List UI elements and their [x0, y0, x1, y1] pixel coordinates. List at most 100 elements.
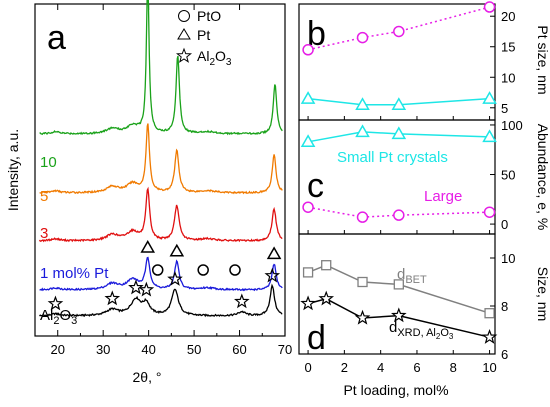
panel-d-marker [390, 307, 407, 323]
panel-c-ylabel: Abundance, e, % [535, 124, 550, 231]
panel-a-xtick-label: 60 [232, 342, 246, 357]
panel-a-series-label-sub2: 3 [71, 315, 77, 327]
panel-d: d Pt loading, mol% Size, nm d BET dXRD, A… [298, 233, 550, 398]
panel-a-xlabel: 2θ, ° [133, 369, 162, 385]
panel-a-star-marker [47, 295, 64, 311]
panel-b-ytick-label: 15 [501, 40, 515, 55]
panel-b-marker [300, 91, 316, 104]
panel-a-star-marker [264, 267, 281, 283]
panel-a-triangle-marker [266, 246, 282, 260]
panel-d-xtick-label: 0 [304, 360, 311, 375]
panel-d-dxrd-d: d [389, 319, 397, 336]
panel-c-large-label: Large [424, 188, 462, 205]
panel-d-xtick-label: 6 [413, 360, 420, 375]
legend-al2o3-label-part1: Al [197, 48, 209, 64]
panel-d-dxrd-subsub: 2 [436, 332, 441, 341]
legend-al2o3-label: Al2O3 [197, 48, 232, 68]
panel-d-ytick-label: 10 [501, 251, 515, 266]
panel-a: a 2θ, ° Intensity, a.u. 20 30 40 50 60 70 Al2… [5, 0, 292, 385]
panel-b-marker [302, 44, 314, 56]
panel-d-letter: d [307, 319, 326, 357]
panel-a-legend: PtO Pt Al2O3 [175, 8, 232, 68]
legend-circle-marker [178, 10, 190, 22]
panel-b-marker [391, 97, 407, 110]
panel-b-marker [483, 1, 496, 13]
panel-a-circle-marker [197, 264, 209, 276]
panel-d-xtick-label: 10 [482, 360, 496, 375]
panel-d-marker [321, 260, 332, 271]
panel-d-xtick-label: 4 [377, 360, 384, 375]
panel-a-frame [34, 3, 286, 337]
legend-al2o3-label-part2: O [215, 48, 226, 64]
panel-d-ytick-label: 8 [501, 299, 508, 314]
panel-b-marker [356, 31, 369, 44]
panel-a-series-label-sub1: 2 [53, 315, 59, 327]
panel-d-ylabel: Size, nm [535, 267, 550, 321]
panel-d-xtick-label: 8 [450, 360, 457, 375]
panel-a-series-line [39, 283, 283, 318]
panel-a-xtick-label: 40 [141, 342, 155, 357]
panel-d-ytick-label: 6 [501, 347, 508, 362]
panel-d-dxrd-sub: XRD, Al [397, 327, 436, 339]
panel-a-series-label: Al2O3 [40, 307, 77, 327]
panel-a-triangle-marker [140, 240, 156, 253]
panel-c-marker [302, 201, 314, 213]
panel-d-dxrd-subsub2: 3 [449, 332, 454, 341]
panel-a-xtick-label: 20 [50, 342, 64, 357]
panel-d-frame [298, 233, 496, 355]
panel-a-series-label: 5 [40, 188, 48, 205]
panel-c-ytick-label: 100 [501, 118, 523, 133]
panel-c-marker [355, 124, 370, 138]
panel-a-star-marker [138, 281, 155, 297]
panel-c: c Abundance, e, % Small Pt crystals Larg… [298, 118, 550, 235]
legend-star-marker [175, 47, 193, 63]
panel-d-xtick-label: 2 [341, 360, 348, 375]
panel-a-xtick-label: 50 [187, 342, 201, 357]
panel-c-marker [356, 211, 369, 223]
panel-d-dxrd-sub2: O [440, 327, 449, 339]
panel-a-series-label: 3 [40, 225, 48, 242]
panel-c-small-label: Small Pt crystals [337, 149, 448, 166]
panel-a-circle-marker [151, 264, 164, 276]
panel-d-marker [481, 328, 498, 344]
panel-c-marker [483, 206, 496, 218]
legend-al2o3-sub2: 3 [226, 57, 232, 68]
panel-a-star-marker [234, 293, 250, 309]
panel-a-series-label-part1: Al [40, 307, 53, 324]
panel-d-xlabel: Pt loading, mol% [343, 382, 448, 398]
panel-b-marker [482, 91, 497, 104]
panel-c-ytick-label: 50 [501, 168, 515, 183]
panel-d-marker [318, 290, 335, 306]
panel-c-marker [393, 209, 405, 221]
panel-a-xtick-label: 70 [278, 342, 292, 357]
panel-b-marker [355, 97, 370, 110]
panel-a-star-marker [128, 279, 144, 295]
panel-d-marker [354, 309, 371, 325]
panel-a-star-marker [167, 271, 183, 286]
panel-d-marker [357, 276, 368, 288]
panel-a-circle-marker [229, 264, 241, 276]
panel-d-dbet-sub: BET [405, 274, 427, 286]
panel-b-ytick-label: 20 [501, 9, 515, 24]
panel-b: b Pt size, nm 5 10 15 20 [298, 1, 550, 121]
panel-a-star-marker [104, 290, 121, 306]
panel-a-triangle-marker [169, 243, 185, 257]
panel-d-dxrd-label: dXRD, Al2O3 [389, 319, 454, 341]
panel-c-marker [482, 129, 497, 143]
panel-a-series-line [39, 256, 283, 292]
panel-b-ylabel: Pt size, nm [535, 25, 550, 94]
legend-pto-label: PtO [197, 8, 221, 24]
panel-d-marker [300, 295, 316, 311]
legend-triangle-marker [177, 28, 191, 40]
legend-pt-label: Pt [197, 27, 210, 43]
panel-c-ytick-label: 0 [501, 217, 508, 232]
panel-c-marker [391, 126, 407, 140]
panel-a-series-label-part2: O [59, 307, 71, 324]
panel-b-letter: b [307, 15, 326, 53]
panel-d-marker [302, 267, 314, 278]
panel-c-series-line [307, 131, 490, 143]
panel-b-series-line [307, 97, 490, 106]
panel-a-series-line [39, 123, 283, 195]
panel-a-xtick-label: 30 [96, 342, 110, 357]
